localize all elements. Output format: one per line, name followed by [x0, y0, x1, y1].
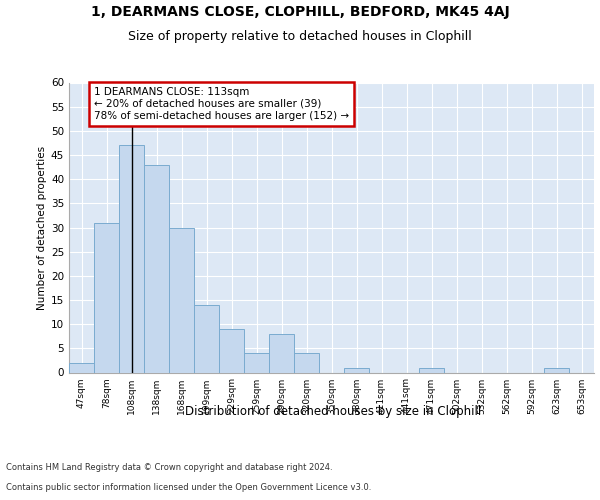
- Bar: [69, 363, 94, 372]
- Y-axis label: Number of detached properties: Number of detached properties: [37, 146, 47, 310]
- Bar: [294, 353, 319, 372]
- Text: Contains HM Land Registry data © Crown copyright and database right 2024.: Contains HM Land Registry data © Crown c…: [6, 464, 332, 472]
- Text: 1 DEARMANS CLOSE: 113sqm
← 20% of detached houses are smaller (39)
78% of semi-d: 1 DEARMANS CLOSE: 113sqm ← 20% of detach…: [94, 88, 349, 120]
- Text: 1, DEARMANS CLOSE, CLOPHILL, BEDFORD, MK45 4AJ: 1, DEARMANS CLOSE, CLOPHILL, BEDFORD, MK…: [91, 5, 509, 19]
- Text: Distribution of detached houses by size in Clophill: Distribution of detached houses by size …: [185, 405, 481, 418]
- Text: Size of property relative to detached houses in Clophill: Size of property relative to detached ho…: [128, 30, 472, 43]
- Bar: [144, 164, 169, 372]
- Bar: [219, 329, 244, 372]
- Bar: [419, 368, 444, 372]
- Bar: [344, 368, 369, 372]
- Bar: [269, 334, 294, 372]
- Text: Contains public sector information licensed under the Open Government Licence v3: Contains public sector information licen…: [6, 484, 371, 492]
- Bar: [544, 368, 569, 372]
- Bar: [169, 228, 194, 372]
- Bar: [244, 353, 269, 372]
- Bar: [194, 305, 219, 372]
- Bar: [94, 222, 119, 372]
- Bar: [119, 146, 144, 372]
